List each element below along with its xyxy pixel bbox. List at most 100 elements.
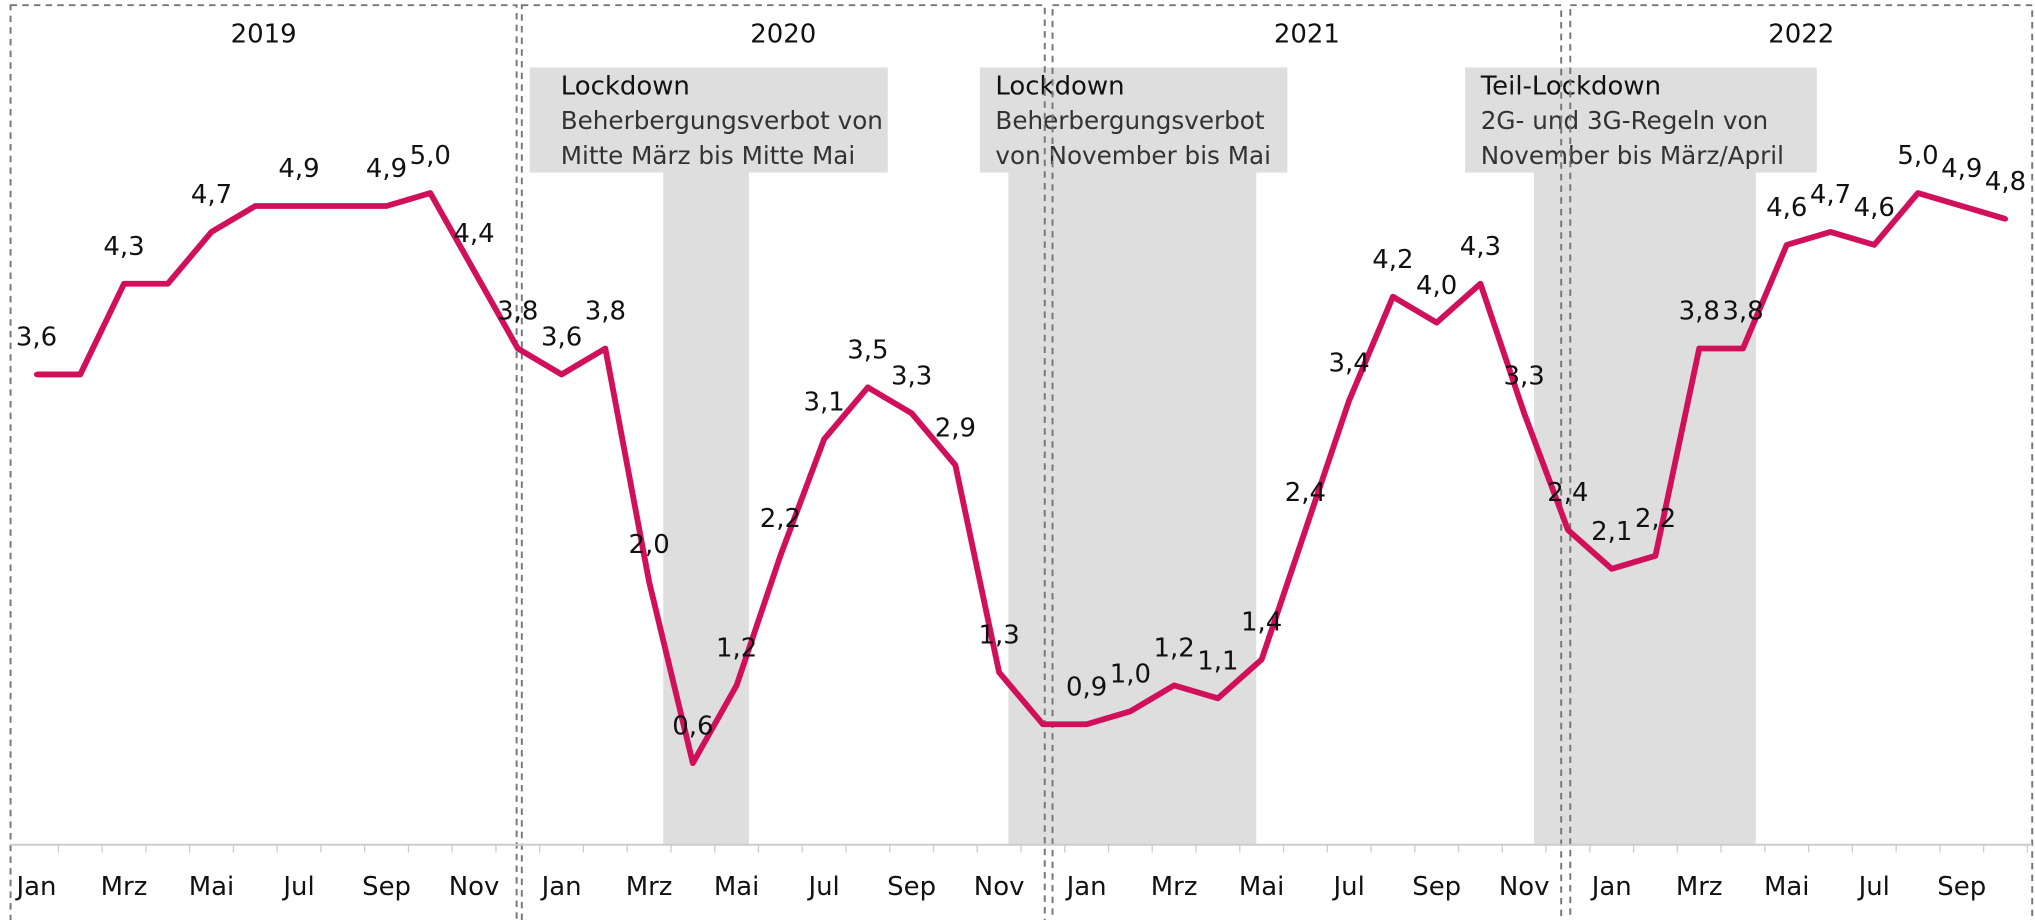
data-label: 5,0 [1897,141,1938,171]
data-label: 3,4 [1329,349,1370,379]
x-tick-label: Mrz [101,872,148,902]
data-point [427,190,433,196]
data-point [1827,229,1834,235]
data-point [646,579,652,585]
year-label: 2019 [231,20,297,50]
data-point [777,553,783,559]
data-label: 0,6 [672,711,713,741]
lockdown-band [1008,172,1257,845]
x-tick-label: Mai [189,872,234,902]
x-tick-label: Jul [1332,872,1365,902]
data-label: 4,9 [278,154,319,184]
annotation-text: von November bis Mai [995,141,1270,170]
x-tick-label: Jul [281,872,314,902]
data-label: 3,8 [1679,297,1720,327]
data-label: 4,6 [1854,193,1895,223]
x-tick-label: Jul [1857,872,1890,902]
x-tick-label: Jan [1065,872,1107,902]
data-label: 4,7 [191,180,232,210]
year-label: 2022 [1768,20,1834,50]
data-point [1740,345,1746,352]
lockdown-band [1533,172,1756,845]
data-point [1215,695,1221,701]
x-tick-label: Mai [1764,872,1809,902]
data-point [821,436,827,442]
data-point [121,281,127,287]
annotation-text: November bis März/April [1481,141,1784,170]
data-line [36,190,2007,767]
data-label: 4,7 [1810,180,1851,210]
data-point [558,371,565,378]
data-label: 4,9 [366,154,407,184]
data-point [1565,527,1571,533]
data-point [1609,566,1615,572]
year-panel [1569,4,2034,920]
data-label: 4,3 [103,232,144,262]
x-tick-label: Sep [362,872,411,902]
data-label: 4,8 [1985,167,2026,197]
data-label: 3,3 [1504,361,1545,391]
x-tick-label: Nov [449,872,500,902]
annotation-title: Lockdown [995,71,1124,101]
data-point [1259,656,1265,663]
year-panel [520,4,1046,920]
data-point [996,669,1002,676]
data-label: 2,1 [1591,517,1632,547]
data-label: 1,0 [1110,659,1151,689]
data-label: 1,1 [1197,646,1238,676]
x-tick-label: Mai [1239,872,1284,902]
data-point [471,268,477,274]
data-point [340,203,346,209]
data-point [252,203,258,209]
data-label: 5,0 [410,141,451,171]
x-tick-label: Jan [540,872,582,902]
data-point [1346,397,1352,403]
data-label: 3,6 [16,323,57,353]
data-point [1302,527,1309,533]
data-label: 3,8 [585,297,626,327]
data-point [165,281,171,287]
data-label: 1,4 [1241,608,1282,638]
x-tick-label: Mrz [1151,872,1198,902]
annotation-text: Mitte März bis Mitte Mai [561,141,855,170]
data-label: 4,3 [1460,232,1501,262]
data-point [296,203,302,209]
x-tick-label: Sep [887,872,936,902]
data-point [1521,410,1527,416]
data-point [952,462,958,468]
data-label: 1,3 [979,621,1020,651]
data-label: 4,0 [1416,271,1457,301]
data-label: 2,4 [1547,478,1588,508]
data-label: 3,3 [891,361,932,391]
x-tick-label: Sep [1412,872,1461,902]
x-tick-label: Jan [15,872,57,902]
annotation-box [1465,67,1817,173]
data-label: 1,2 [1154,634,1195,664]
annotation-text: Beherbergungsverbot [995,106,1264,135]
annotation-box [979,67,1288,173]
data-point [1915,190,1921,196]
year-panel [9,4,518,920]
annotation-box [529,67,888,173]
data-label: 2,4 [1285,478,1326,508]
data-label: 3,1 [803,387,844,417]
x-tick-label: Nov [1499,872,1550,902]
data-label: 0,9 [1066,672,1107,702]
data-point [1871,242,1877,248]
data-point [1959,203,1965,209]
data-label: 2,2 [1635,504,1676,534]
data-point [1127,708,1133,714]
data-label: 3,6 [541,323,582,353]
data-label: 1,2 [716,634,757,664]
data-point [1434,320,1440,326]
data-label: 2,9 [935,413,976,443]
data-label: 4,2 [1372,245,1413,275]
year-label: 2020 [750,20,816,50]
data-point [1477,281,1484,287]
x-tick-label: Jul [806,872,839,902]
x-tick-label: Mrz [1676,872,1723,902]
year-label: 2021 [1274,20,1340,50]
data-point [515,345,521,352]
x-tick-label: Nov [974,872,1025,902]
